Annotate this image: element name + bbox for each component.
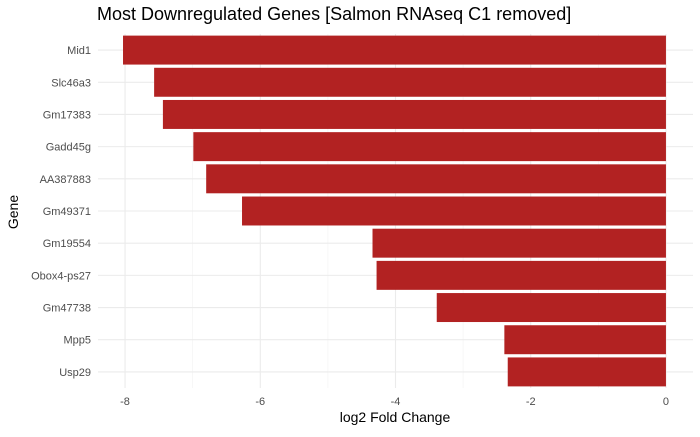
bar-obox4-ps27: [376, 260, 666, 290]
x-axis-title: log2 Fold Change: [340, 409, 451, 425]
bar-slc46a3: [154, 67, 666, 97]
y-axis-title: Gene: [5, 195, 21, 229]
x-tick-label: -6: [255, 396, 265, 408]
bar-gm47738: [436, 293, 666, 323]
bar-usp29: [507, 357, 666, 387]
x-tick-label: -2: [526, 396, 536, 408]
bars: [123, 35, 666, 387]
y-tick-labels: Mid1 Slc46a3 Gm17383 Gadd45g AA387883 Gm49371…: [31, 45, 91, 379]
bar-aa387883: [206, 164, 666, 194]
y-tick-label: Mid1: [67, 45, 91, 57]
x-tick-label: -4: [391, 396, 401, 408]
y-tick-label: Obox4-ps27: [31, 270, 91, 282]
x-tick-label: -8: [120, 396, 130, 408]
x-tick-labels: -8 -6 -4 -2 0: [120, 396, 669, 408]
bar-gadd45g: [193, 132, 666, 162]
x-tick-label: 0: [663, 396, 669, 408]
y-tick-label: Gm17383: [43, 109, 91, 121]
y-tick-label: Mpp5: [63, 335, 91, 347]
bar-gm49371: [242, 196, 666, 226]
y-tick-label: Gm49371: [43, 206, 91, 218]
bar-mid1: [123, 35, 666, 65]
y-tick-label: Gm47738: [43, 303, 91, 315]
chart-title: Most Downregulated Genes [Salmon RNAseq …: [97, 4, 572, 24]
y-tick-label: Gadd45g: [46, 142, 91, 154]
y-tick-label: Gm19554: [43, 238, 91, 250]
bar-gm19554: [372, 228, 666, 258]
y-tick-label: Usp29: [59, 367, 91, 379]
y-tick-label: AA387883: [40, 174, 91, 186]
y-tick-label: Slc46a3: [51, 77, 91, 89]
bar-mpp5: [504, 325, 666, 355]
bar-gm17383: [162, 99, 666, 129]
